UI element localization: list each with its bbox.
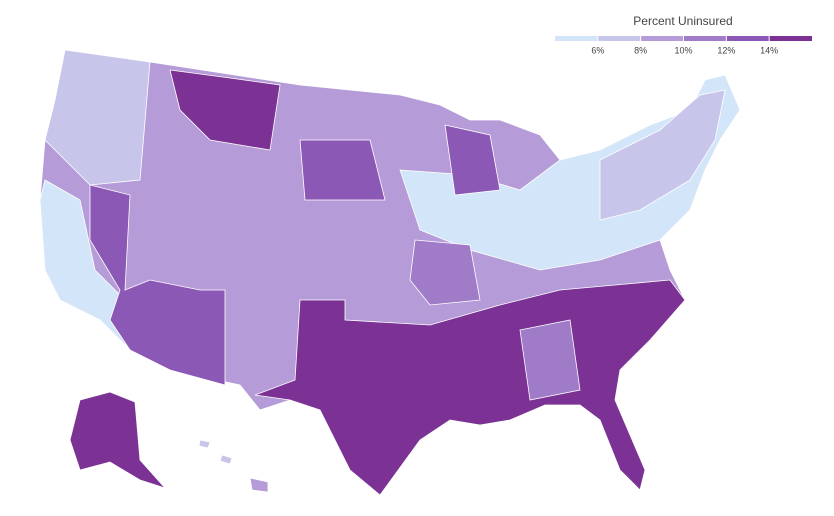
hawaii-2 xyxy=(198,439,211,449)
legend: Percent Uninsured 6% 8% 10% 12% 14% xyxy=(555,14,812,55)
hawaii xyxy=(249,477,269,493)
legend-swatch xyxy=(769,36,812,41)
legend-tick-label: 10% xyxy=(674,45,692,55)
region-northwest xyxy=(44,49,151,186)
legend-tick-label: 14% xyxy=(760,45,778,55)
hawaii-3 xyxy=(219,454,233,465)
legend-title: Percent Uninsured xyxy=(633,14,732,28)
region-southeast xyxy=(519,319,581,401)
legend-swatch xyxy=(597,36,641,41)
region-montana xyxy=(169,69,281,151)
legend-swatch xyxy=(683,36,727,41)
legend-tick-label: 6% xyxy=(591,45,604,55)
region-wisconsin xyxy=(444,124,501,196)
region-great-basin xyxy=(89,184,226,386)
region-dakota xyxy=(299,139,386,201)
legend-tick-label: 12% xyxy=(717,45,735,55)
legend-swatch xyxy=(726,36,770,41)
region-south xyxy=(254,279,686,496)
alaska xyxy=(69,391,167,489)
legend-swatch xyxy=(640,36,684,41)
region-west-coast xyxy=(39,179,131,352)
legend-tick-label: 8% xyxy=(634,45,647,55)
region-northeast xyxy=(599,89,726,221)
us-map xyxy=(39,49,741,496)
legend-swatch xyxy=(555,36,598,41)
region-missouri xyxy=(409,239,481,306)
region-light xyxy=(399,74,741,271)
